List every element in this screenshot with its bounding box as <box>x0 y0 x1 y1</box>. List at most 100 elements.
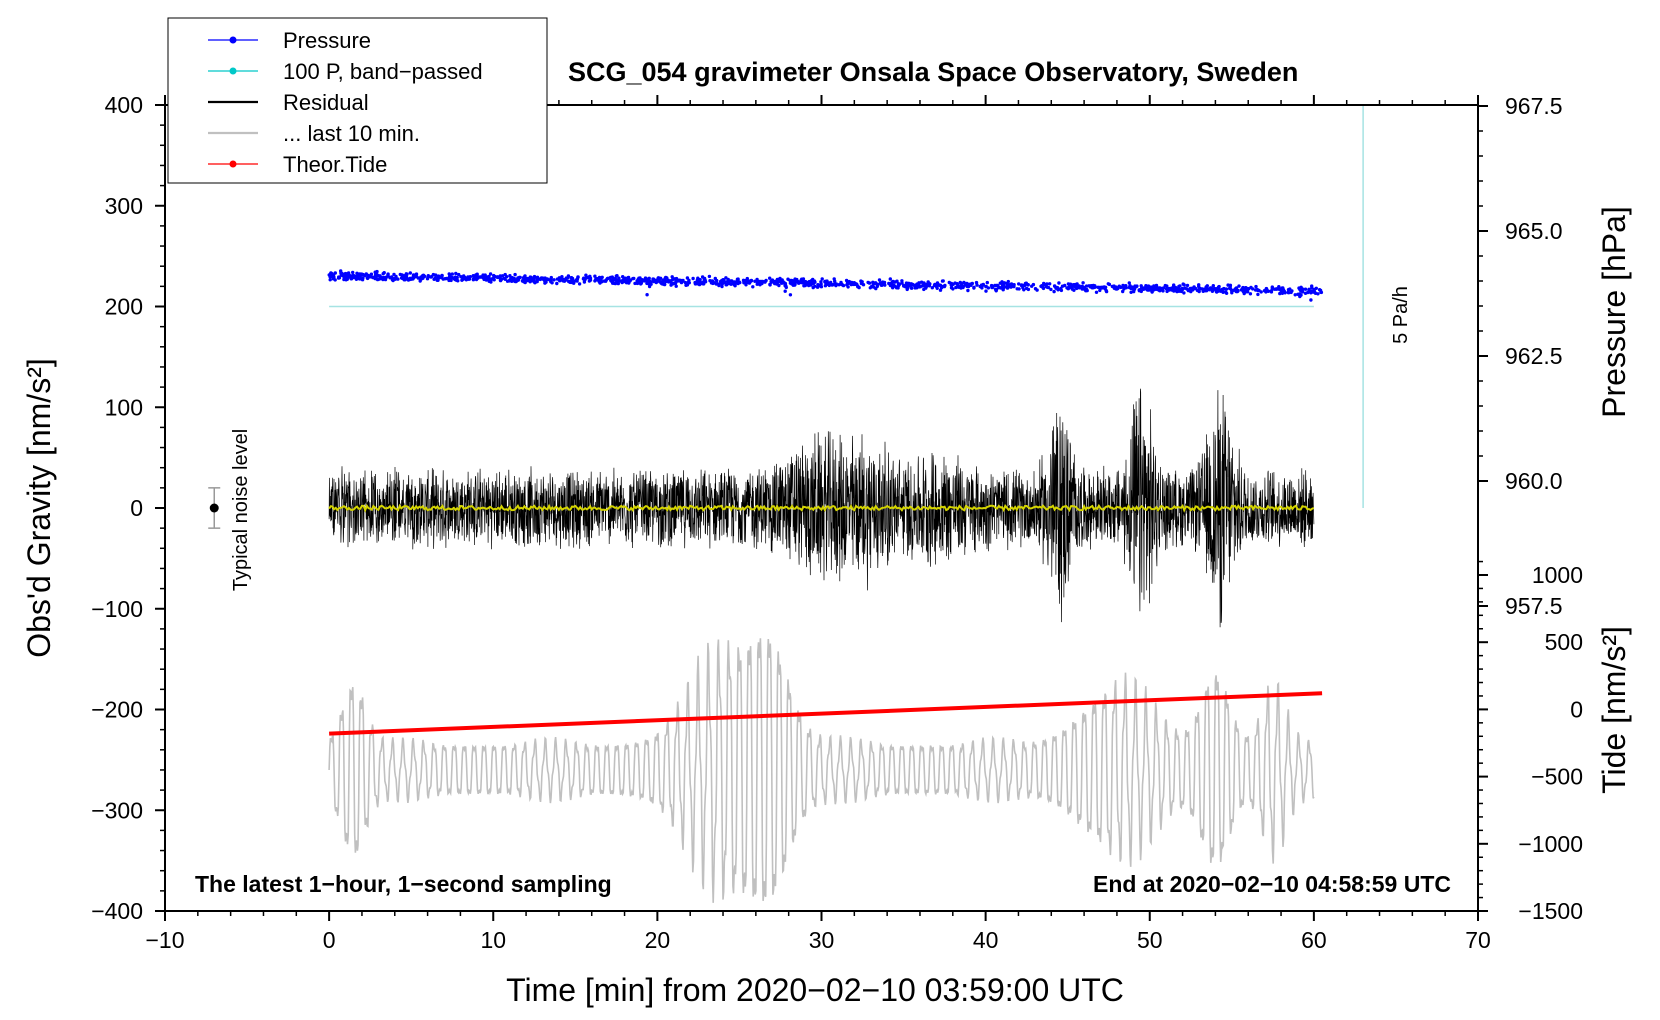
pressure-point <box>1155 287 1159 291</box>
pressure-point <box>1209 286 1213 290</box>
pressure-point <box>1224 287 1229 291</box>
pressure-point <box>695 278 699 282</box>
pressure-point <box>403 276 407 280</box>
pressure-point <box>1177 289 1181 293</box>
pressure-point <box>555 277 560 281</box>
pressure-point <box>1119 285 1123 290</box>
pressure-point <box>717 283 721 288</box>
legend-label-theor-tide: Theor.Tide <box>283 152 387 177</box>
pressure-point <box>1033 287 1038 291</box>
pressure-point <box>1147 288 1151 292</box>
pressure-point <box>547 278 552 282</box>
pressure-point <box>1167 287 1171 291</box>
last-10-min-trace <box>328 638 1315 903</box>
pressure-point <box>1153 285 1157 289</box>
pressure-point <box>394 277 398 281</box>
pressure-point <box>707 274 712 279</box>
pressure-point <box>844 278 849 283</box>
pressure-point <box>457 272 461 277</box>
pressure-point <box>803 279 808 284</box>
pressure-point <box>930 286 934 290</box>
pressure-point <box>516 276 520 280</box>
pressure-point <box>907 281 911 286</box>
pressure-point <box>981 282 985 287</box>
pressure-point <box>1182 291 1186 295</box>
pressure-point <box>873 281 878 285</box>
x-tick-label: 40 <box>973 927 999 953</box>
pressure-point <box>600 280 604 284</box>
pressure-point <box>834 282 838 286</box>
pressure-point <box>562 279 567 283</box>
pressure-point <box>1188 286 1193 291</box>
pressure-point <box>732 283 737 287</box>
pressure-point <box>541 277 546 282</box>
pressure-point <box>956 283 960 287</box>
pressure-point <box>967 283 972 287</box>
pressure-point <box>1045 282 1049 286</box>
pressure-point <box>1251 287 1255 291</box>
pressure-point <box>593 279 597 283</box>
pressure-point <box>528 276 533 280</box>
pressure-point <box>674 284 678 288</box>
pressure-point <box>1303 291 1308 295</box>
pressure-point <box>859 279 863 283</box>
pressure-point <box>714 282 718 286</box>
pressure-point <box>616 281 620 286</box>
pressure-point <box>344 272 348 276</box>
pressure-point <box>993 287 998 292</box>
pressure-point <box>453 277 457 282</box>
pressure-point <box>340 271 344 276</box>
pressure-point <box>1189 289 1193 294</box>
pressure-point <box>1288 287 1292 291</box>
pressure-point <box>471 278 476 282</box>
pressure-point <box>614 274 618 278</box>
pressure-point <box>1309 298 1313 302</box>
pressure-point <box>365 276 370 281</box>
pressure-point <box>346 275 350 279</box>
pressure-point <box>753 279 757 283</box>
pressure-point <box>1206 287 1210 291</box>
pressure-point <box>924 286 928 290</box>
pressure-point <box>505 275 509 279</box>
left-tick-label: 200 <box>105 294 143 320</box>
pressure-point <box>870 284 874 289</box>
tide-axis-label: Tide [nm/s²] <box>1596 626 1632 794</box>
pressure-point <box>1239 288 1244 292</box>
pressure-point <box>1073 285 1078 289</box>
pressure-point <box>513 272 517 277</box>
pressure-point <box>729 282 733 286</box>
pressure-point <box>330 272 334 276</box>
pressure-point <box>460 278 464 282</box>
legend: Pressure 100 P, band−passed Residual ...… <box>167 17 548 184</box>
pressure-point <box>1289 290 1293 295</box>
tide-tick-label: −1000 <box>1518 831 1583 857</box>
pressure-point <box>1253 288 1258 292</box>
pressure-point <box>1127 281 1132 285</box>
pressure-point <box>433 276 437 280</box>
sampling-note: The latest 1−hour, 1−second sampling <box>195 871 612 897</box>
legend-marker <box>229 36 237 44</box>
pressure-point <box>768 276 772 280</box>
pressure-point <box>621 275 625 279</box>
pressure-point <box>508 274 512 278</box>
pressure-point <box>1106 282 1111 286</box>
pressure-point <box>1210 289 1215 293</box>
pressure-point <box>1081 285 1085 289</box>
pressure-point <box>1142 286 1146 290</box>
pressure-point <box>1041 286 1046 291</box>
pressure-point <box>1049 287 1053 292</box>
pressure-point <box>923 282 927 287</box>
pressure-point <box>777 283 781 288</box>
pressure-point <box>342 276 347 280</box>
pressure-point <box>1216 287 1220 291</box>
pressure-point <box>800 280 805 285</box>
pressure-point <box>523 274 527 278</box>
pressure-point <box>1283 291 1287 295</box>
pressure-point <box>1017 282 1021 286</box>
pressure-point <box>1227 286 1232 291</box>
pressure-point <box>429 275 433 279</box>
pressure-point <box>1248 292 1253 296</box>
pressure-point <box>1022 288 1026 292</box>
pressure-point <box>328 278 332 282</box>
pressure-point <box>382 271 386 275</box>
